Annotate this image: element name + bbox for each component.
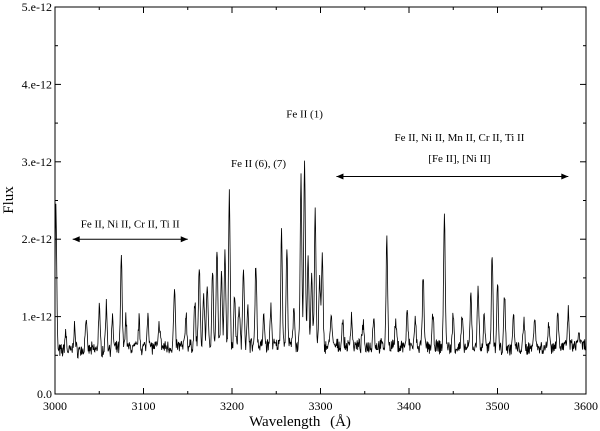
x-tick-label: 3000 <box>43 399 67 413</box>
y-tick-label: 3.e-12 <box>22 155 52 169</box>
x-tick-label: 3600 <box>574 399 598 413</box>
line-annotation: Fe II (1) <box>286 109 323 121</box>
x-tick-label: 3300 <box>309 399 333 413</box>
x-tick-label: 3100 <box>132 399 156 413</box>
y-tick-label: 2.e-12 <box>22 232 52 246</box>
wavelength-range-arrows <box>72 173 569 243</box>
x-tick-label: 3200 <box>220 399 244 413</box>
arrow-head-right <box>180 236 188 243</box>
x-axis-unit: (Å) <box>330 414 351 430</box>
line-annotation: [Fe II], [Ni II] <box>428 153 490 165</box>
arrow-head-right <box>561 173 569 180</box>
y-tick-label: 0.0 <box>37 387 52 401</box>
arrow-head-left <box>72 236 80 243</box>
y-tick-label: 5.e-12 <box>22 0 52 14</box>
y-tick-label: 4.e-12 <box>22 77 52 91</box>
arrow-head-left <box>336 173 344 180</box>
axes: 3000 3100 3200 3300 3400 3500 3600 0.0 1.e-12 2.… <box>22 0 598 413</box>
x-axis-label-text: Wavelength <box>249 414 321 430</box>
flux-spectrum-line <box>54 160 587 359</box>
line-annotation: Fe II, Ni II, Cr II, Ti II <box>81 219 180 231</box>
line-identification-annotations: Fe II, Ni II, Cr II, Ti II Fe II (6), (7)… <box>81 109 525 231</box>
line-annotation: Fe II (6), (7) <box>231 158 286 170</box>
x-tick-label: 3400 <box>397 399 421 413</box>
y-tick-label: 1.e-12 <box>22 310 52 324</box>
x-axis: 3000 3100 3200 3300 3400 3500 3600 <box>43 7 598 413</box>
x-tick-label: 3500 <box>486 399 510 413</box>
y-axis-label: Flux <box>1 186 17 214</box>
line-annotation: Fe II, Ni II, Mn II, Cr II, Ti II <box>395 132 525 144</box>
x-axis-label: Wavelength (Å) <box>249 414 351 430</box>
y-axis: 0.0 1.e-12 2.e-12 3.e-12 4.e-12 5.e-12 <box>22 0 586 401</box>
